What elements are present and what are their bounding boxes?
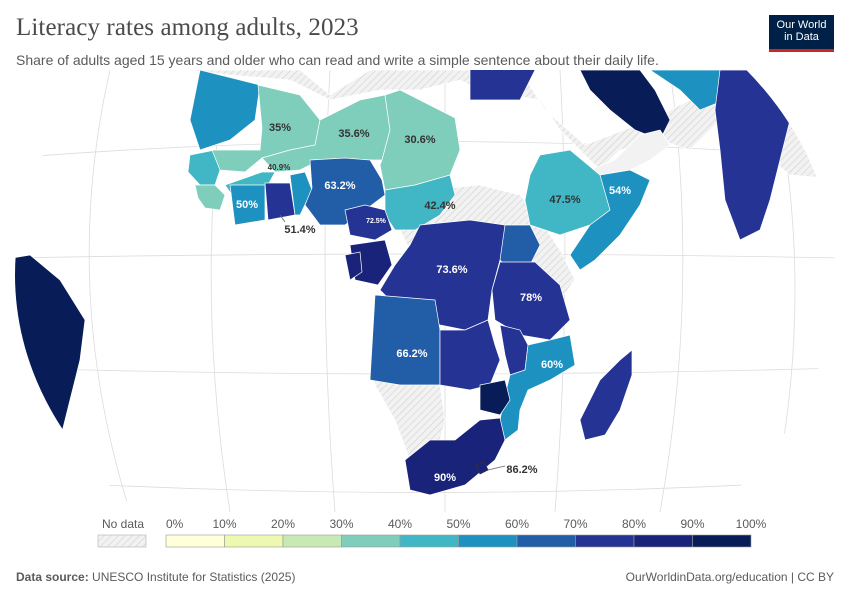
map-label-cote-d-ivoire: 50%: [236, 199, 258, 211]
map-label-south-africa: 90%: [434, 472, 456, 484]
legend-bin-4[interactable]: [399, 534, 459, 548]
region-cote-divoire[interactable]: [229, 184, 266, 226]
region-zambia[interactable]: [439, 319, 501, 391]
region-mozambique[interactable]: [499, 334, 576, 441]
legend-bin-8[interactable]: [633, 534, 693, 548]
region-madagascar[interactable]: [579, 349, 633, 441]
region-ghana[interactable]: [264, 182, 296, 221]
map-label-democratic-republic-of-congo: 73.6%: [436, 264, 467, 276]
map-label-cameroon: 72.5%: [366, 218, 387, 225]
leader-line-eswatini: [487, 465, 506, 471]
legend-bins: 0% 10% 20% 30% 40% 50% 60% 70% 80% 90% 100%: [165, 517, 767, 548]
legend-bin-6[interactable]: [516, 534, 576, 548]
legend-tick-0: 0%: [166, 517, 184, 531]
legend-bin-0[interactable]: [165, 534, 225, 548]
region-south-africa[interactable]: [404, 417, 506, 496]
legend-no-data-label: No data: [102, 517, 144, 531]
legend-bin-7[interactable]: [575, 534, 635, 548]
choropleth-map[interactable]: 35% 35.6% 30.6% 40.9% 63.2% 42.4% 47.5% 54% 50% 5…: [0, 70, 850, 512]
map-label-somalia: 54%: [609, 185, 631, 197]
map-label-eswatini: 86.2%: [506, 464, 537, 476]
map-area[interactable]: 35% 35.6% 30.6% 40.9% 63.2% 42.4% 47.5% 54% 50% 5…: [0, 70, 850, 512]
chart-subtitle: Share of adults aged 15 years and older …: [16, 52, 659, 68]
legend-bin-5[interactable]: [458, 534, 518, 548]
legend-bin-2[interactable]: [282, 534, 342, 548]
map-label-tanzania: 78%: [520, 292, 542, 304]
map-label-ethiopia: 47.5%: [549, 194, 580, 206]
map-label-niger: 30.6%: [404, 134, 435, 146]
map-label-mali: 35.6%: [338, 128, 369, 140]
legend-bin-3[interactable]: [341, 534, 401, 548]
logo-line-2: in Data: [784, 31, 819, 43]
map-labels: 35% 35.6% 30.6% 40.9% 63.2% 42.4% 47.5% 54% 50% 5…: [236, 122, 631, 484]
legend-tick-10: 100%: [736, 517, 767, 531]
map-label-mauritania: 35%: [269, 122, 291, 134]
map-label-nigeria: 63.2%: [324, 180, 355, 192]
map-label-burkina-faso: 40.9%: [268, 163, 291, 172]
legend-tick-6: 60%: [505, 517, 529, 531]
legend-tick-4: 40%: [388, 517, 412, 531]
data-source-text: UNESCO Institute for Statistics (2025): [88, 570, 296, 584]
legend-tick-3: 30%: [329, 517, 353, 531]
map-label-angola: 66.2%: [396, 348, 427, 360]
data-source-label: Data source:: [16, 570, 89, 584]
region-somalia[interactable]: [569, 169, 651, 271]
leader-line-ghana: [279, 214, 286, 223]
africa: [187, 84, 651, 496]
data-source: Data source: UNESCO Institute for Statis…: [16, 570, 295, 584]
legend-tick-2: 20%: [271, 517, 295, 531]
legend-no-data-swatch[interactable]: [97, 534, 147, 548]
legend-bin-9[interactable]: [692, 534, 752, 548]
region-cameroon[interactable]: [344, 204, 393, 241]
legend-tick-7: 70%: [563, 517, 587, 531]
legend: No data 0% 10% 20% 30% 40% 50% 60% 70% 80% 90% 100…: [0, 512, 850, 552]
logo-line-1: Our World: [776, 19, 827, 31]
credit-link[interactable]: OurWorldinData.org/education | CC BY: [625, 570, 834, 584]
legend-tick-1: 10%: [212, 517, 236, 531]
region-zimbabwe[interactable]: [479, 379, 511, 416]
map-label-chad: 42.4%: [424, 200, 455, 212]
map-label-mozambique: 60%: [541, 359, 563, 371]
owid-logo[interactable]: Our World in Data: [769, 15, 834, 52]
legend-tick-8: 80%: [622, 517, 646, 531]
legend-tick-9: 90%: [680, 517, 704, 531]
region-guinea[interactable]: [194, 184, 226, 211]
region-equatorial-guinea[interactable]: [344, 251, 363, 281]
chart-title: Literacy rates among adults, 2023: [16, 14, 359, 41]
region-angola[interactable]: [369, 294, 441, 386]
legend-tick-5: 50%: [446, 517, 470, 531]
legend-bin-1[interactable]: [224, 534, 284, 548]
map-label-ghana: 51.4%: [284, 224, 315, 236]
